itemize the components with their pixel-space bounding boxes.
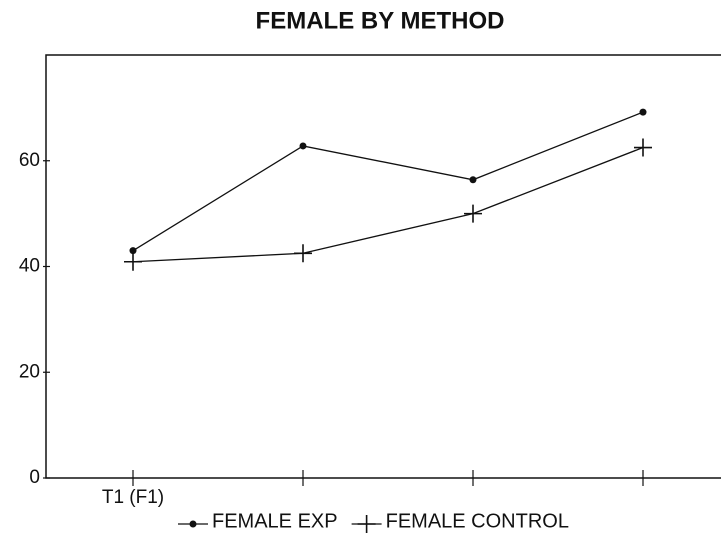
legend-label: FEMALE EXP xyxy=(212,510,338,532)
point xyxy=(464,204,482,223)
chart-title: FEMALE BY METHOD xyxy=(256,7,505,34)
y-tick-label: 20 xyxy=(19,361,40,382)
point xyxy=(639,108,647,116)
point xyxy=(124,252,142,271)
series-line xyxy=(132,111,644,252)
point xyxy=(634,138,652,157)
y-tick-label: 0 xyxy=(29,467,40,488)
y-tick-label: 40 xyxy=(19,256,40,277)
x-tick-label: T1 (F1) xyxy=(102,487,164,508)
legend-marker xyxy=(357,515,376,533)
point xyxy=(469,176,477,184)
legend-marker xyxy=(189,520,197,528)
point xyxy=(299,142,307,150)
plot-frame xyxy=(45,54,721,479)
legend-item: FEMALE EXP xyxy=(178,510,338,532)
legend-label: FEMALE CONTROL xyxy=(386,510,569,532)
y-tick-label: 60 xyxy=(19,150,40,171)
point xyxy=(294,244,312,263)
series-line xyxy=(132,146,644,263)
legend-item: FEMALE CONTROL xyxy=(351,510,569,533)
point xyxy=(129,247,137,255)
